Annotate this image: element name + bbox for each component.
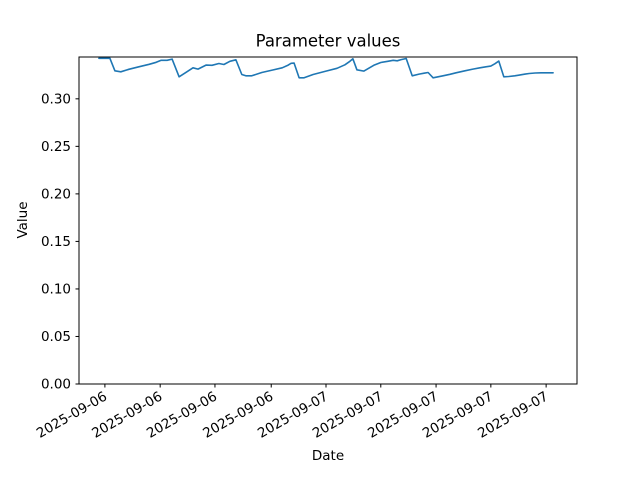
y-tick-label: 0.15 [41,234,71,250]
y-tick-label: 0.05 [41,329,71,345]
data-line [98,57,554,79]
y-tick-label: 0.30 [41,92,71,108]
x-axis-label: Date [311,448,345,464]
y-tick-label: 0.20 [41,187,71,203]
y-tick-label: 0.00 [41,377,71,393]
y-tick-label: 0.25 [41,139,71,155]
chart-title: Parameter values [255,31,401,51]
y-tick-label: 0.10 [41,282,71,298]
axes-frame [78,56,578,385]
